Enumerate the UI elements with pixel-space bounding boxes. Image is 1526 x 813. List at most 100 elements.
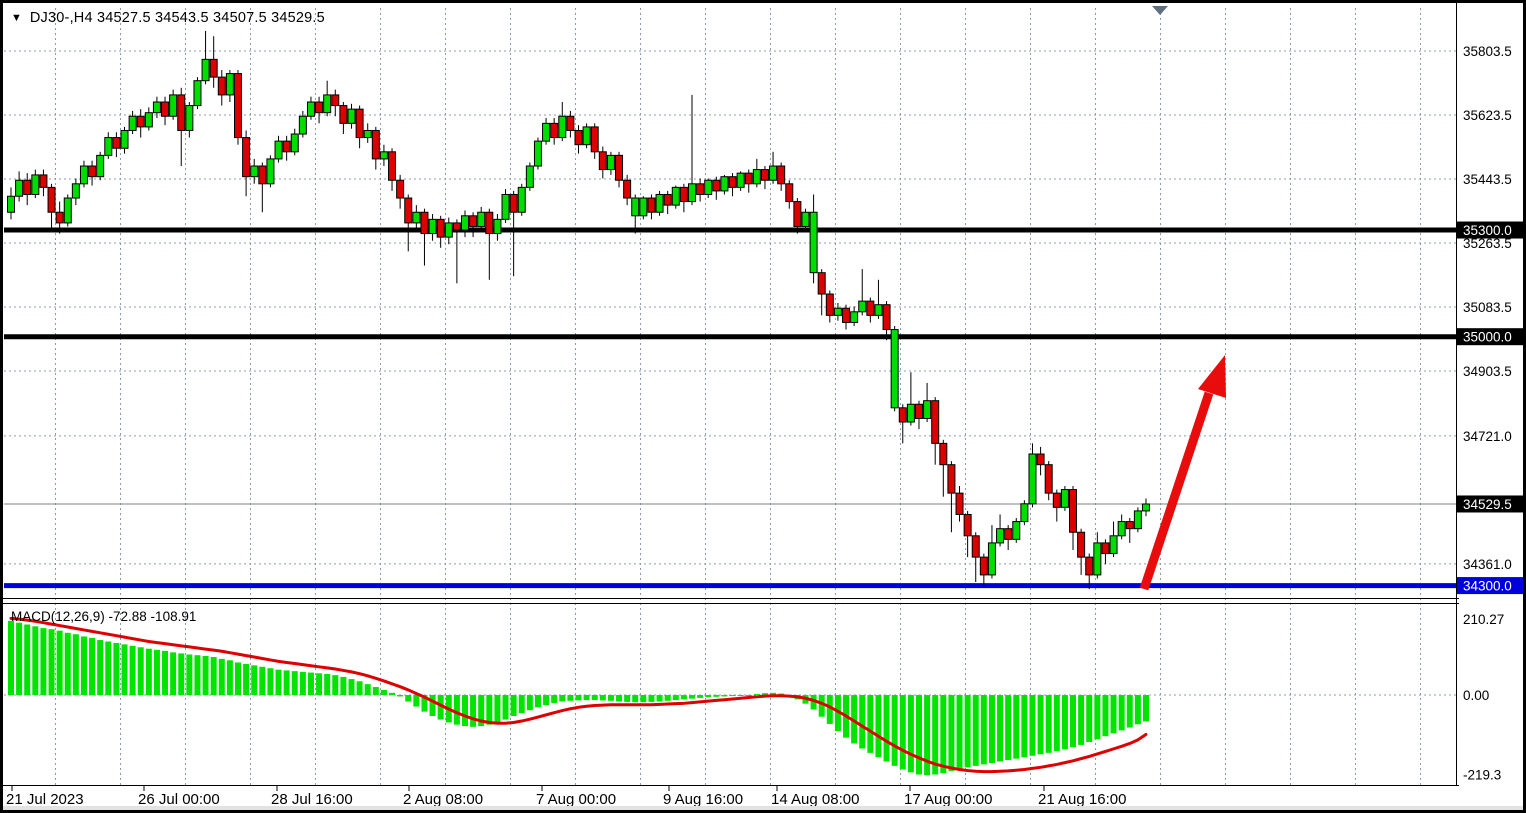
macd-histogram-bar: [972, 695, 979, 766]
candle-body: [469, 215, 478, 227]
candle-body: [201, 58, 210, 82]
candle-body: [233, 73, 242, 139]
candle-body: [801, 211, 810, 227]
macd-histogram-bar: [243, 663, 250, 695]
macd-histogram-bar: [186, 654, 193, 695]
macd-histogram-bar: [332, 675, 339, 695]
macd-indicator-label: MACD(12,26,9) -72.88 -108.91: [11, 609, 197, 624]
candle-body: [242, 137, 251, 178]
macd-histogram-bar: [470, 695, 477, 727]
macd-histogram-bar: [1094, 695, 1101, 740]
macd-histogram-bar: [299, 671, 306, 695]
price-chart-canvas[interactable]: 35803.5 35623.5 35443.5 35263.5 35083.5 34903…: [3, 3, 1523, 810]
macd-histogram-bar: [997, 695, 1004, 762]
macd-histogram-bar: [1142, 695, 1149, 722]
candle-body: [1125, 521, 1134, 530]
candle-body: [955, 492, 964, 515]
trend-arrow-shaft: [1139, 391, 1214, 591]
candle-body: [452, 222, 461, 231]
chart-titlebar: ▼ DJ30-,H4 34527.5 34543.5 34507.5 34529…: [11, 10, 325, 26]
macd-histogram-bar: [875, 695, 882, 758]
macd-histogram-bar: [72, 634, 79, 695]
macd-histogram-bar: [461, 695, 468, 727]
candle-body: [898, 407, 907, 423]
candle-body: [914, 403, 923, 419]
macd-histogram-bar: [24, 624, 31, 695]
candle-body: [1036, 453, 1045, 466]
candle-body: [152, 101, 161, 114]
candle-body: [347, 108, 356, 124]
macd-histogram-bar: [567, 695, 574, 701]
symbol-dropdown-icon[interactable]: ▼: [11, 11, 22, 24]
candle-body: [509, 193, 518, 213]
macd-histogram-bar: [421, 695, 428, 712]
trend-arrow-head: [1198, 355, 1226, 398]
macd-histogram-bar: [899, 695, 906, 770]
macd-histogram-bar: [713, 695, 720, 697]
macd-histogram-bar: [1029, 695, 1036, 756]
macd-histogram-bar: [1021, 695, 1028, 758]
macd-histogram-bar: [340, 676, 347, 695]
macd-histogram-bar: [453, 695, 460, 725]
macd-histogram-bar: [405, 695, 412, 702]
candle-body: [679, 186, 688, 203]
macd-histogram-bar: [8, 620, 14, 695]
candle-body: [866, 300, 875, 316]
macd-histogram-bar: [543, 695, 550, 706]
price-tag-bg: [1457, 328, 1523, 346]
macd-histogram-bar: [1045, 695, 1052, 753]
candle-body: [1093, 542, 1102, 576]
candle-body: [744, 172, 753, 185]
price-axis-label: 35623.5: [1463, 108, 1512, 123]
candle-body: [31, 174, 40, 195]
macd-histogram-bar: [745, 695, 752, 696]
macd-histogram-bar: [1037, 695, 1044, 755]
macd-histogram-bar: [1053, 695, 1060, 752]
macd-histogram-bar: [80, 636, 87, 695]
candle-body: [931, 400, 940, 444]
macd-histogram-bar: [259, 666, 266, 695]
candle-body: [266, 158, 275, 185]
candle-body: [63, 197, 72, 224]
macd-signal-line: [9, 616, 1148, 774]
price-axis-label: 35263.5: [1463, 236, 1512, 251]
price-axis-label: 35443.5: [1463, 172, 1512, 187]
macd-histogram-bar: [413, 695, 420, 707]
macd-histogram-bar: [502, 695, 509, 720]
candle-body: [323, 94, 332, 114]
candle-body: [290, 133, 299, 153]
macd-histogram-bar: [291, 671, 298, 695]
candle-body: [882, 304, 891, 331]
candle-body: [663, 193, 672, 206]
macd-histogram-bar: [397, 695, 404, 697]
macd-histogram-bar: [1070, 695, 1077, 748]
candle-body: [793, 201, 802, 227]
macd-histogram-bar: [1086, 695, 1093, 743]
price-tag-bg: [1457, 495, 1523, 513]
candle-body: [590, 126, 599, 153]
candle-body: [769, 165, 778, 181]
macd-histogram-bar: [1126, 695, 1133, 728]
time-axis-label: 17 Aug 00:00: [904, 791, 992, 808]
candle-body: [112, 137, 121, 149]
price-axis-label: 35083.5: [1463, 300, 1512, 315]
candle-body: [704, 179, 713, 195]
candle-body: [104, 137, 113, 156]
candle-body: [274, 140, 283, 160]
candle-body: [47, 186, 56, 213]
candle-body: [161, 101, 170, 117]
candle-body: [979, 556, 988, 576]
candle-body: [720, 176, 729, 192]
macd-histogram-bar: [380, 689, 387, 695]
candle-body: [79, 165, 88, 185]
candle-body: [315, 101, 324, 114]
candle-body: [558, 115, 567, 139]
macd-histogram-bar: [632, 695, 639, 703]
macd-histogram-bar: [194, 655, 201, 695]
candle-body: [250, 165, 259, 178]
macd-histogram-bar: [16, 622, 23, 695]
candle-body: [752, 169, 761, 185]
time-axis-label: 9 Aug 16:00: [663, 791, 743, 808]
candle-body: [355, 108, 364, 139]
